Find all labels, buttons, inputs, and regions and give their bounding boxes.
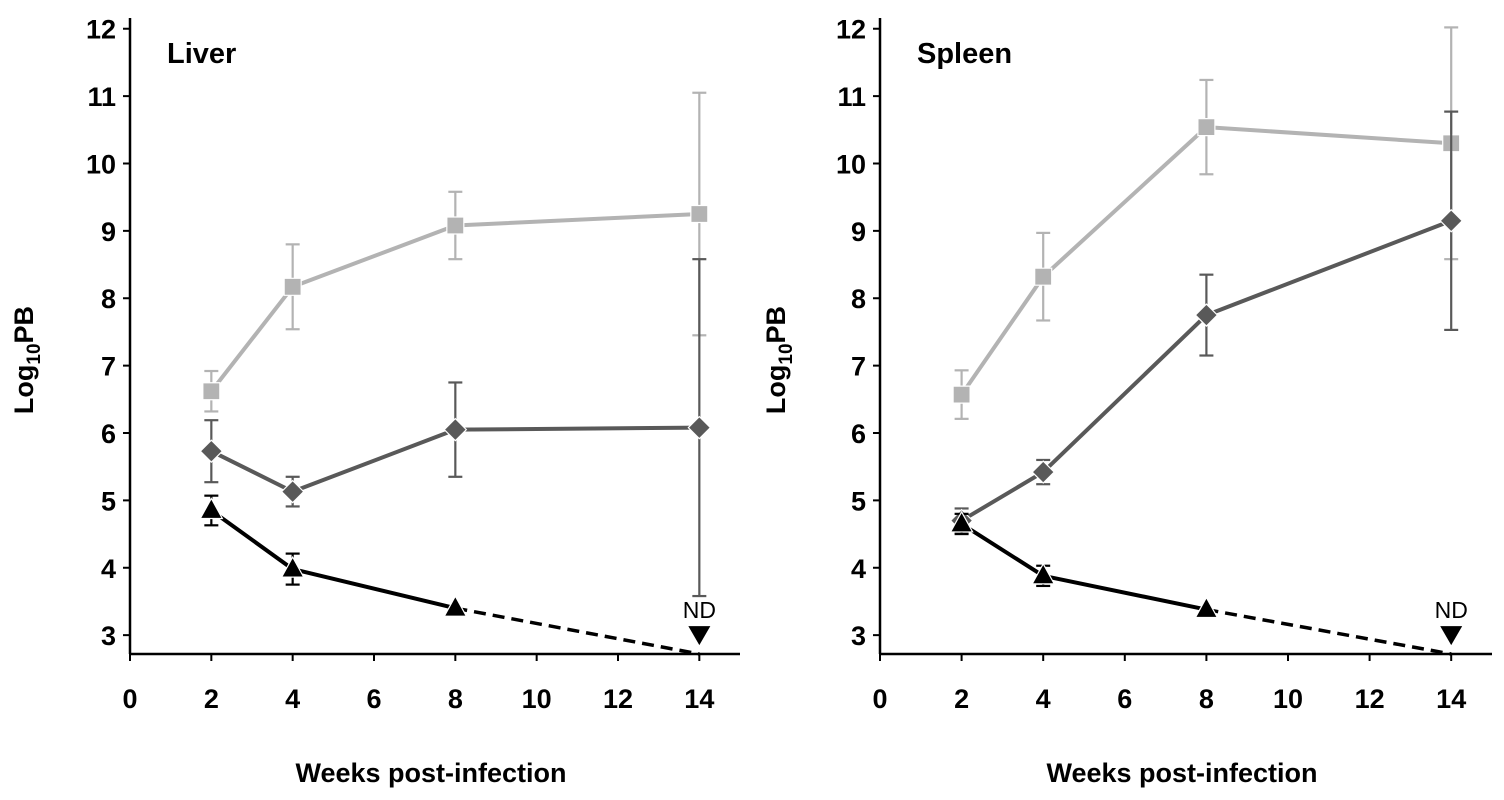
x-tick-label: 2 — [204, 684, 219, 714]
series-line — [210, 425, 700, 494]
data-point — [1194, 303, 1219, 327]
x-tick-label: 6 — [1117, 684, 1132, 714]
series-line — [209, 212, 700, 393]
x-tick-label: 4 — [285, 684, 300, 714]
y-tick-label: 8 — [101, 284, 116, 314]
y-tick-label: 7 — [101, 352, 116, 382]
y-tick-label: 5 — [101, 486, 116, 516]
x-tick-label: 6 — [366, 684, 381, 714]
nd-label: ND — [1435, 597, 1468, 623]
panel-title: Spleen — [917, 38, 1012, 70]
y-tick-label: 7 — [851, 352, 866, 382]
data-point — [446, 216, 465, 235]
x-tick-label: 2 — [954, 684, 969, 714]
y-axis-title-subscript: 10 — [776, 343, 797, 364]
series-triangle-up — [949, 510, 1452, 656]
y-axis-title-subscript: 10 — [24, 343, 45, 364]
series-line — [959, 125, 1452, 396]
data-point — [199, 439, 224, 464]
x-axis-title: Weeks post-infection — [295, 758, 566, 788]
data-point — [202, 382, 221, 401]
data-point — [283, 277, 302, 296]
series-line — [960, 522, 1207, 612]
y-tick-label: 3 — [101, 621, 116, 651]
panel-title: Liver — [167, 38, 236, 70]
y-tick-label: 4 — [851, 554, 866, 584]
y-tick-label: 6 — [851, 419, 866, 449]
data-point — [1031, 460, 1056, 484]
series-line — [210, 508, 456, 611]
x-tick-label: 12 — [603, 684, 633, 714]
y-tick-label: 12 — [836, 15, 866, 45]
series-line — [960, 218, 1452, 523]
x-tick-label: 0 — [122, 684, 137, 714]
x-tick-label: 12 — [1355, 684, 1385, 714]
data-point — [1197, 118, 1216, 137]
y-tick-label: 11 — [837, 82, 866, 112]
y-tick-label: 11 — [87, 82, 116, 112]
data-point — [1194, 596, 1219, 619]
x-tick-label: 0 — [872, 684, 887, 714]
liver-panel: 3 4 5 6 7 8 9 10 11 12 0 2 4 6 8 10 12 14 Weeks post-infec… — [9, 15, 740, 788]
data-point — [687, 415, 712, 440]
series-dashed-line — [455, 606, 700, 656]
y-axis-title-suffix: PB — [761, 306, 791, 344]
y-tick-label: 12 — [86, 15, 116, 45]
y-tick-label: 3 — [851, 621, 866, 651]
nd-label: ND — [683, 597, 716, 623]
y-tick-label: 10 — [86, 149, 116, 179]
y-axis-title-prefix: Log — [9, 365, 39, 414]
y-axis-title-suffix: PB — [9, 306, 39, 344]
data-point — [443, 417, 468, 442]
y-axis-title: Log10PB — [761, 306, 797, 414]
spleen-panel: 3 4 5 6 7 8 9 10 11 12 0 2 4 6 8 10 12 14 Weeks post-infec… — [761, 15, 1492, 788]
x-tick-label: 14 — [684, 684, 714, 714]
nd-marker — [688, 626, 711, 646]
data-point — [1034, 267, 1053, 286]
x-tick-label: 8 — [1199, 684, 1214, 714]
y-tick-label: 10 — [836, 149, 866, 179]
series-diamond — [199, 258, 712, 598]
y-axis-title: Log10PB — [9, 306, 45, 414]
x-tick-label: 10 — [522, 684, 552, 714]
data-point — [199, 497, 224, 520]
x-tick-label: 10 — [1273, 684, 1303, 714]
data-point — [1439, 208, 1464, 233]
x-tick-label: 8 — [448, 684, 463, 714]
y-tick-label: 9 — [101, 217, 116, 247]
data-point — [952, 385, 971, 404]
series-dashed-line — [1206, 607, 1452, 656]
y-tick-label: 4 — [101, 554, 116, 584]
data-point — [443, 594, 468, 617]
data-point — [280, 555, 305, 578]
nd-marker — [1440, 626, 1463, 646]
y-tick-label: 5 — [851, 486, 866, 516]
y-tick-label: 8 — [851, 284, 866, 314]
x-tick-label: 4 — [1036, 684, 1051, 714]
data-point — [280, 479, 305, 504]
y-tick-label: 9 — [851, 217, 866, 247]
data-point — [1031, 562, 1056, 585]
y-axis-title-prefix: Log — [761, 365, 791, 414]
y-tick-label: 6 — [101, 419, 116, 449]
series-triangle-up — [199, 494, 700, 656]
data-point — [949, 510, 974, 533]
series-square — [202, 91, 709, 413]
series-square — [952, 26, 1461, 420]
x-axis-title: Weeks post-infection — [1046, 758, 1317, 788]
data-point — [690, 204, 709, 224]
x-tick-label: 14 — [1436, 684, 1466, 714]
